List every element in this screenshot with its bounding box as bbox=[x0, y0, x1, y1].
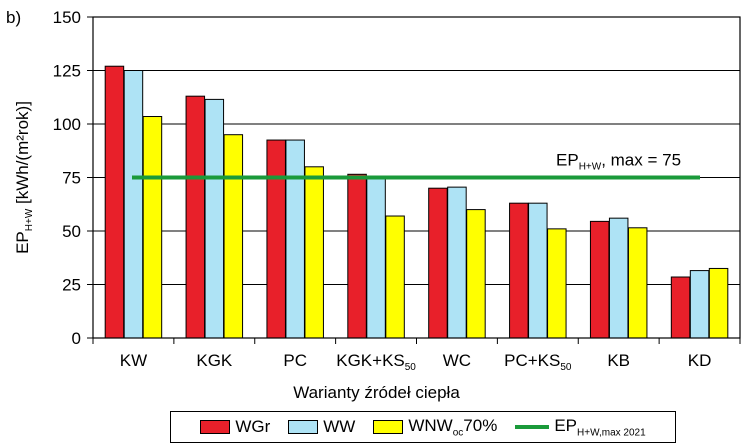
x-tick-label-6: KB bbox=[607, 351, 630, 370]
x-tick-label-5: PC+KS50 bbox=[504, 351, 572, 373]
bar-wgr-5 bbox=[509, 202, 529, 339]
x-tick-label-4: WC bbox=[443, 351, 471, 370]
y-tick-label-2: 50 bbox=[62, 222, 81, 241]
x-tick-label-1: KGK bbox=[196, 351, 233, 370]
y-tick-label-1: 25 bbox=[62, 276, 81, 295]
bar-wnw-1 bbox=[223, 134, 244, 339]
legend-item-wnw: WNWoc70% bbox=[373, 416, 497, 438]
bar-wgr-2 bbox=[266, 139, 286, 339]
bar-ww-3 bbox=[366, 175, 386, 339]
legend-label-wgr: WGr bbox=[235, 417, 271, 436]
legend-label-wnw-main: WNW bbox=[408, 415, 453, 435]
y-tick-label-5: 125 bbox=[53, 62, 81, 81]
legend-item-ep: EPH+W,max 2021 bbox=[515, 416, 646, 438]
legend-swatch-wgr bbox=[200, 420, 231, 434]
bar-ww-0 bbox=[123, 70, 144, 339]
reference-line-label: EPH+W, max = 75 bbox=[556, 151, 681, 173]
x-tick-label-7: KD bbox=[688, 351, 712, 370]
y-axis-label: EPH+W [kWh/(m²rok)] bbox=[13, 101, 35, 254]
bar-ww-5 bbox=[528, 202, 548, 339]
bar-chart: EPH+W, max = 75 0 25 50 75 100 125 150 KW KGK PC KG… bbox=[13, 8, 741, 402]
bar-wgr-4 bbox=[428, 187, 448, 339]
legend-swatch-ww bbox=[288, 420, 319, 434]
legend-item-wgr: WGr bbox=[200, 417, 270, 437]
legend-label-wnw-rest: 70% bbox=[463, 415, 498, 435]
x-tick-label-0: KW bbox=[120, 351, 147, 370]
x-tick-label-3: KGK+KS50 bbox=[336, 351, 416, 373]
bar-wnw-5 bbox=[547, 228, 567, 339]
bar-wnw-7 bbox=[708, 267, 729, 339]
bar-wnw-6 bbox=[627, 227, 648, 339]
bar-wgr-3 bbox=[347, 173, 367, 339]
y-tick-label-0: 0 bbox=[72, 329, 81, 348]
panel-label: b) bbox=[6, 8, 22, 27]
bar-ww-7 bbox=[689, 270, 710, 339]
bar-wnw-0 bbox=[142, 116, 163, 339]
legend-label-ep-sub: H+W,max 2021 bbox=[577, 427, 646, 439]
bar-wnw-2 bbox=[304, 166, 324, 339]
legend-label-ep: EPH+W,max 2021 bbox=[554, 416, 645, 438]
x-tick-label-2: PC bbox=[283, 351, 307, 370]
x-axis-label: Warianty źródeł ciepła bbox=[293, 383, 460, 402]
bar-ww-2 bbox=[285, 139, 305, 339]
legend-swatch-wnw bbox=[373, 419, 404, 434]
bar-wnw-3 bbox=[385, 215, 405, 339]
legend-swatch-ep bbox=[515, 424, 550, 429]
y-tick-label-3: 75 bbox=[62, 169, 81, 188]
legend-item-ww: WW bbox=[288, 417, 355, 437]
bar-wgr-0 bbox=[104, 65, 125, 339]
bar-ww-1 bbox=[204, 98, 225, 339]
y-tick-label-6: 150 bbox=[53, 8, 81, 27]
bar-wgr-7 bbox=[670, 276, 691, 339]
legend-label-ww: WW bbox=[323, 417, 356, 436]
bar-ww-6 bbox=[608, 217, 629, 339]
legend-label-ep-main: EP bbox=[554, 415, 578, 435]
legend-label-wnw: WNWoc70% bbox=[408, 416, 497, 438]
bar-wnw-4 bbox=[466, 209, 486, 339]
y-tick-label-4: 100 bbox=[53, 115, 81, 134]
legend-label-wnw-sub: oc bbox=[452, 427, 464, 439]
bar-wgr-6 bbox=[589, 220, 610, 339]
bar-ww-4 bbox=[447, 186, 467, 339]
bar-wgr-1 bbox=[185, 95, 206, 339]
legend: WGr WW WNWoc70% EPH+W,max 2021 bbox=[170, 411, 676, 443]
